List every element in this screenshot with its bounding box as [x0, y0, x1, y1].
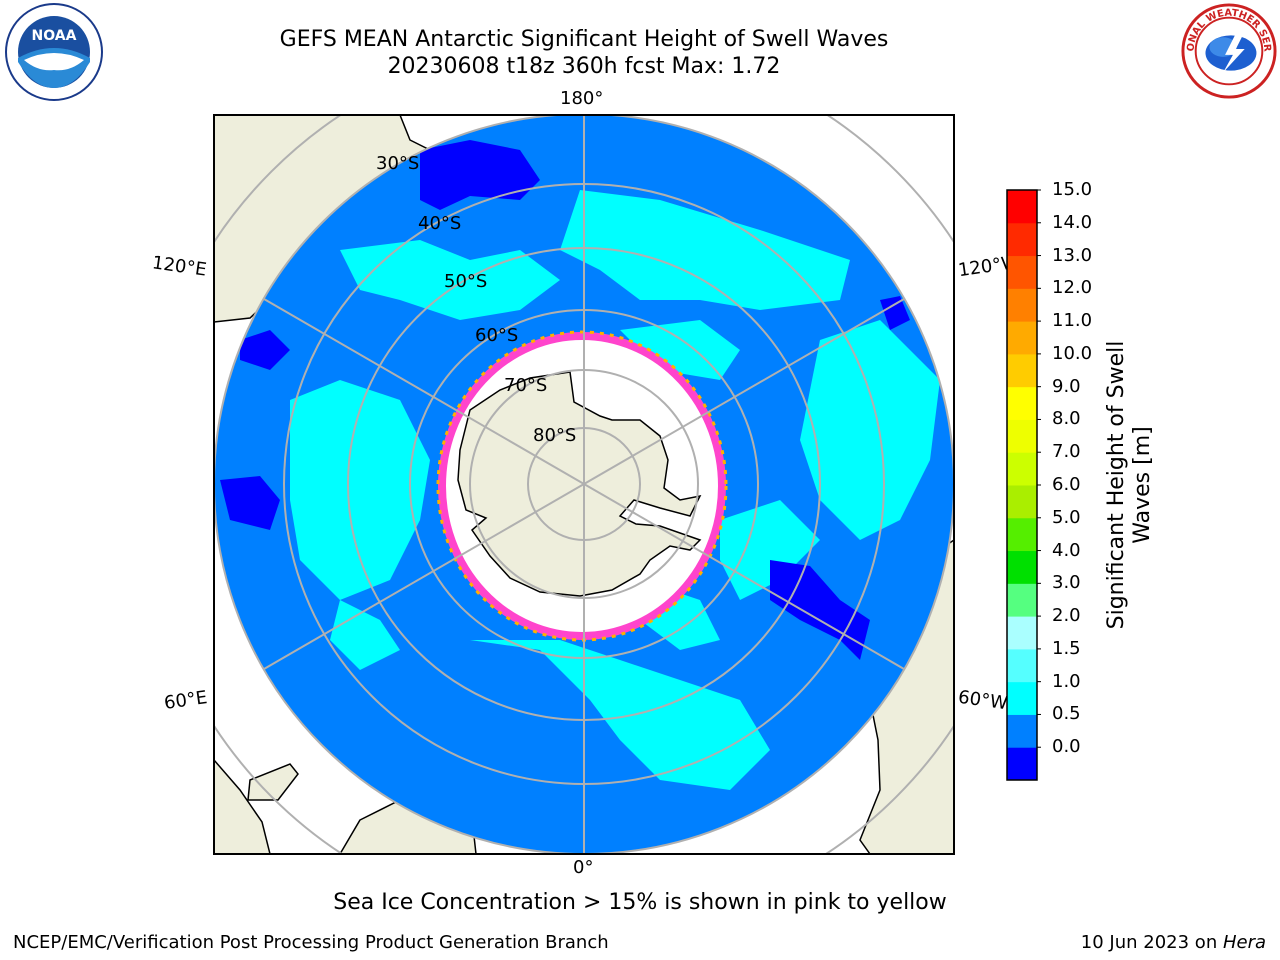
- sea-ice-caption: Sea Ice Concentration > 15% is shown in …: [333, 890, 947, 915]
- colorbar-tick-label: 4.0: [1052, 539, 1081, 561]
- colorbar-tick-label: 7.0: [1052, 441, 1081, 463]
- colorbar-label-line2: Waves [m]: [1130, 426, 1155, 544]
- colorbar-bin: [1007, 747, 1037, 781]
- land-antarctica: [457, 371, 702, 597]
- colorbar-bin: [1007, 485, 1037, 519]
- graticule: [214, 115, 954, 854]
- lat-label-80s: 80°S: [533, 425, 576, 446]
- footer-machine: Hera: [1222, 932, 1266, 953]
- land-madagascar: [247, 763, 299, 801]
- lon-label-top: 180°: [560, 88, 604, 109]
- colorbar-tick-label: 3.0: [1052, 572, 1081, 594]
- colorbar-bin: [1007, 648, 1037, 683]
- footer-date-text: 10 Jun 2023 on: [1080, 932, 1223, 953]
- colorbar-tick-label: 9.0: [1052, 375, 1081, 397]
- colorbar-bin: [1007, 386, 1037, 420]
- lat-label-50s: 50°S: [444, 271, 487, 292]
- lat-label-70s: 70°S: [504, 375, 547, 396]
- colorbar-bin: [1007, 190, 1037, 224]
- colorbar-bin: [1007, 616, 1037, 650]
- colorbar-tick-label: 15.0: [1052, 179, 1093, 200]
- lat-label-60s: 60°S: [475, 325, 518, 346]
- colorbar-tick-label: 0.0: [1052, 736, 1081, 758]
- colorbar-label-line1: Significant Height of Swell: [1104, 340, 1129, 630]
- swell-high-patches: [290, 190, 940, 790]
- colorbar-tick-label: 10.0: [1052, 342, 1093, 364]
- colorbar-tick-label: 12.0: [1052, 277, 1093, 299]
- land-africa: [214, 758, 271, 854]
- lat-label-40s: 40°S: [418, 213, 461, 234]
- colorbar-bin: [1007, 353, 1037, 388]
- footer-credit: NCEP/EMC/Verification Post Processing Pr…: [13, 932, 609, 953]
- colorbar-tick-label: 2.0: [1052, 605, 1081, 627]
- colorbar-bin: [1007, 517, 1037, 552]
- colorbar-bin: [1007, 550, 1037, 584]
- colorbar-bin: [1007, 321, 1037, 355]
- colorbar-bin: [1007, 288, 1037, 322]
- colorbar-tick-label: 8.0: [1052, 408, 1081, 430]
- noaa-logo: NOAA: [5, 3, 103, 101]
- lat-label-30s: 30°S: [376, 153, 419, 174]
- colorbar-bin: [1007, 714, 1037, 748]
- colorbar-bin: [1007, 452, 1037, 486]
- colorbar: [1006, 189, 1041, 781]
- nws-logo: NATIONAL WEATHER SERVICE: [1180, 2, 1277, 99]
- lat-labels: 30°S 40°S 50°S 60°S 70°S 80°S: [376, 153, 576, 446]
- map-title: GEFS MEAN Antarctic Significant Height o…: [279, 27, 889, 52]
- colorbar-bin: [1007, 222, 1037, 257]
- colorbar-bin: [1007, 255, 1037, 289]
- colorbar-tick-label: 5.0: [1052, 506, 1081, 528]
- colorbar-tick-label: 1.0: [1052, 670, 1081, 692]
- colorbar-bin: [1007, 681, 1037, 715]
- colorbar-tick-label: 11.0: [1052, 310, 1093, 332]
- colorbar-tick-label: 6.0: [1052, 474, 1081, 495]
- colorbar-tick-label: 13.0: [1052, 244, 1093, 266]
- colorbar-tick-label: 1.5: [1052, 637, 1081, 659]
- colorbar-tick-label: 14.0: [1052, 211, 1093, 233]
- footer-date: 10 Jun 2023 on Hera: [1081, 932, 1266, 953]
- colorbar-label: Significant Height of Swell Waves [m]: [1104, 285, 1156, 685]
- lon-label-bottom: 0°: [573, 857, 594, 878]
- sea-ice-edge-yellow: [436, 330, 728, 642]
- noaa-logo-text: NOAA: [32, 28, 77, 44]
- map-subtitle: 20230608 t18z 360h fcst Max: 1.72: [387, 54, 781, 79]
- colorbar-bin: [1007, 419, 1037, 453]
- colorbar-tick-label: 0.5: [1052, 703, 1081, 725]
- colorbar-bin: [1007, 583, 1037, 617]
- map-border: [213, 114, 955, 855]
